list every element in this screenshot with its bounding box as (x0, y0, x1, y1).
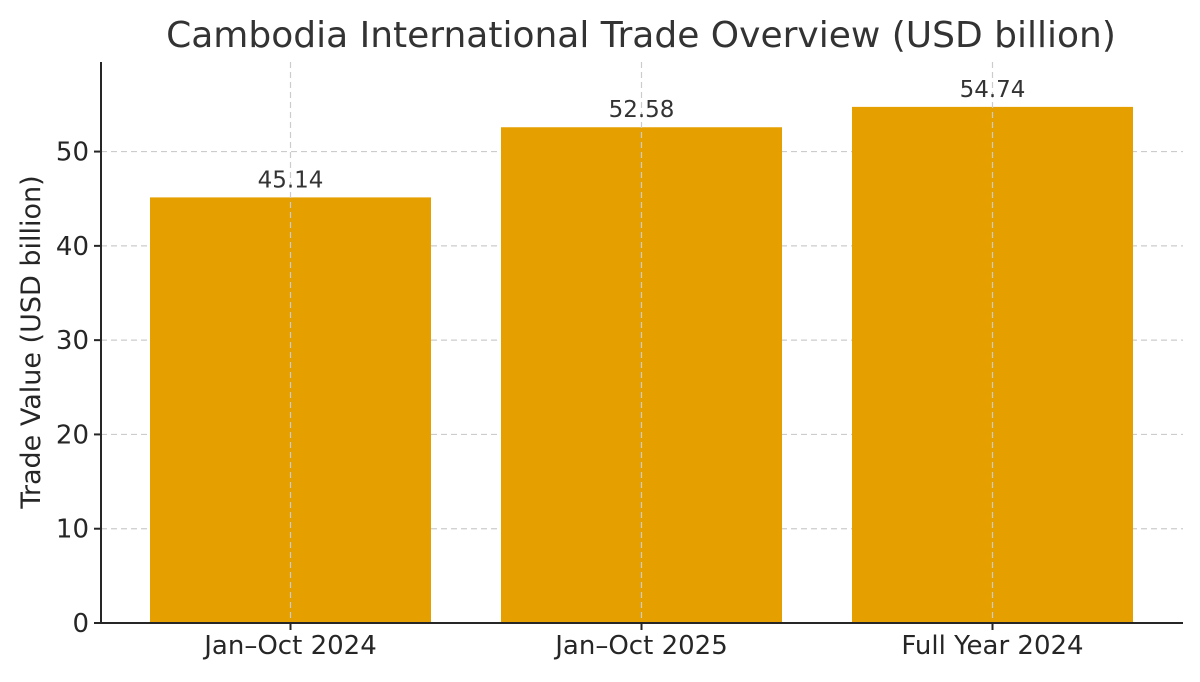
value-labels: 45.14 52.58 54.74 (258, 77, 1026, 194)
y-tick-label: 50 (56, 138, 89, 168)
data-label: 54.74 (960, 77, 1026, 103)
x-tick-label: Jan–Oct 2024 (202, 631, 376, 661)
x-tick-label: Full Year 2024 (901, 631, 1083, 661)
x-tick-label: Jan–Oct 2025 (553, 631, 727, 661)
axes (94, 62, 1183, 630)
bar (150, 197, 431, 623)
tick-labels: 0 10 20 30 40 50 Jan–Oct 2024 Jan–Oct 2025 Full … (56, 138, 1084, 661)
data-label: 52.58 (609, 97, 675, 123)
chart-title: Cambodia International Trade Overview (U… (166, 15, 1116, 56)
y-tick-label: 20 (56, 420, 89, 450)
data-label: 45.14 (258, 167, 324, 193)
y-tick-label: 10 (56, 515, 89, 545)
y-tick-label: 0 (72, 609, 89, 639)
y-axis-label: Trade Value (USD billion) (16, 175, 47, 509)
y-tick-label: 40 (56, 232, 89, 262)
y-tick-label: 30 (56, 326, 89, 356)
